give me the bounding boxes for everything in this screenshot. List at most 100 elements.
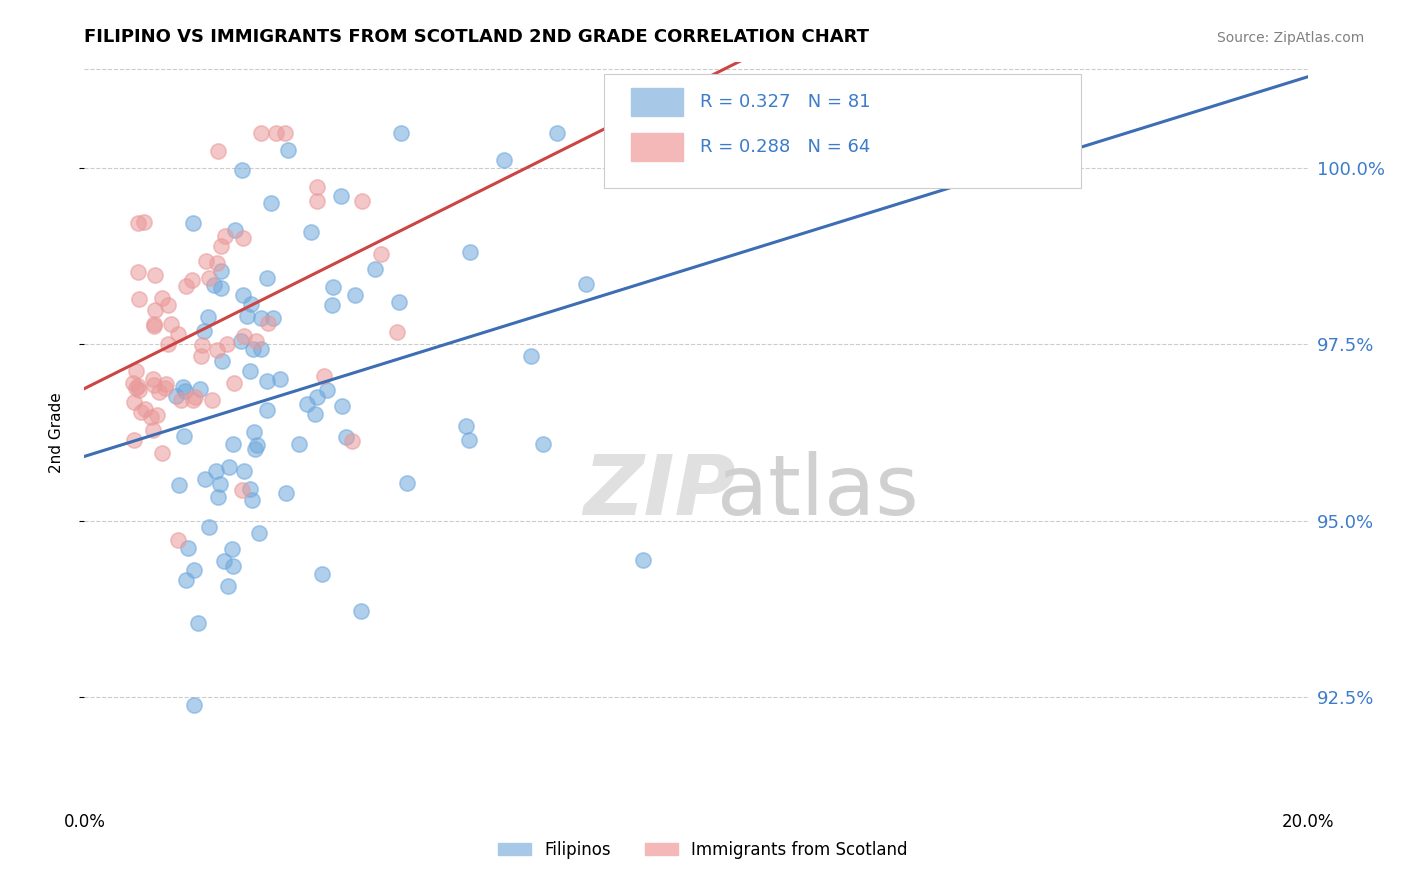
Point [224,222,246,236]
Point [208,476,231,491]
Point [217,336,239,351]
FancyBboxPatch shape [631,88,682,117]
Point [288,436,311,450]
Point [305,179,328,194]
Point [181,392,204,407]
Point [177,541,200,555]
Point [122,376,145,390]
Point [239,482,262,496]
Point [232,287,254,301]
Point [142,318,165,332]
Point [183,698,205,713]
Point [232,231,254,245]
Point [142,372,165,386]
Point [330,189,353,203]
Point [174,573,197,587]
Point [125,381,148,395]
Point [160,318,183,332]
Point [201,392,224,407]
Point [148,384,170,399]
Point [143,377,166,392]
Point [173,429,195,443]
Point [165,389,187,403]
Point [335,430,357,444]
Point [214,229,236,244]
Point [222,376,245,390]
Point [128,383,150,397]
Point [370,247,392,261]
Point [127,216,149,230]
Text: atlas: atlas [717,451,920,533]
Point [269,372,291,386]
Point [181,216,204,230]
Text: Source: ZipAtlas.com: Source: ZipAtlas.com [1216,31,1364,45]
Point [122,395,145,409]
Point [174,279,197,293]
Point [264,126,287,140]
Point [211,354,233,368]
Point [180,273,202,287]
Point [262,311,284,326]
FancyBboxPatch shape [605,73,1081,188]
Point [170,393,193,408]
Point [124,364,146,378]
Point [209,281,232,295]
Point [207,144,229,158]
Point [256,374,278,388]
Point [277,143,299,157]
Point [127,265,149,279]
Point [129,405,152,419]
Point [141,409,163,424]
Point [458,245,481,260]
Point [240,492,263,507]
Point [330,399,353,413]
Point [350,194,373,209]
Point [350,604,373,618]
Point [127,379,149,393]
Point [395,475,418,490]
FancyBboxPatch shape [631,133,682,161]
Point [134,215,156,229]
Point [209,264,232,278]
Point [167,478,190,492]
Point [256,403,278,417]
Point [205,343,228,357]
Legend: Filipinos, Immigrants from Scotland: Filipinos, Immigrants from Scotland [492,835,914,866]
Point [205,256,228,270]
Point [157,298,180,312]
Point [233,465,256,479]
Point [174,384,197,399]
Point [295,397,318,411]
Point [575,277,598,291]
Point [209,239,232,253]
Point [122,434,145,448]
Point [260,196,283,211]
Point [153,381,176,395]
Point [134,402,156,417]
Point [187,616,209,631]
Point [222,437,245,451]
Point [195,254,218,268]
Point [321,298,343,312]
Point [388,295,411,310]
Point [387,325,409,339]
Text: ZIP: ZIP [583,451,735,533]
Point [191,338,214,352]
Point [184,390,207,404]
Point [546,126,568,140]
Point [344,288,367,302]
Point [128,292,150,306]
Point [316,383,339,397]
Point [212,554,235,568]
Point [193,324,215,338]
Point [242,342,264,356]
Point [183,562,205,576]
Point [143,268,166,283]
Point [245,442,267,456]
Point [231,334,253,348]
Point [156,336,179,351]
Point [314,369,336,384]
Point [256,270,278,285]
Point [239,364,262,378]
Point [250,126,273,140]
